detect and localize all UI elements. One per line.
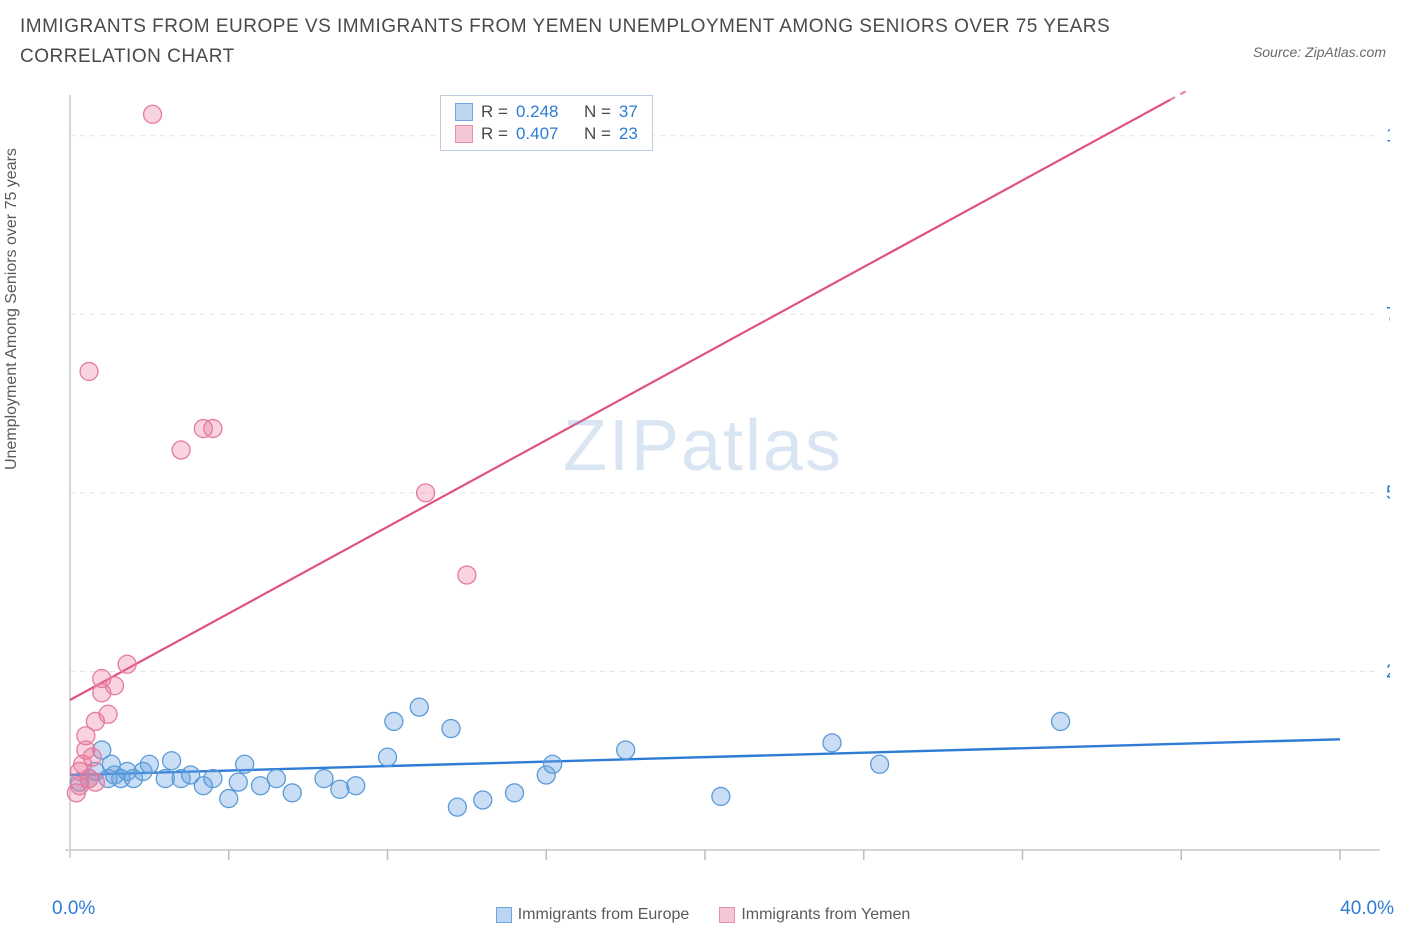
svg-text:25.0%: 25.0% — [1386, 661, 1390, 682]
r-value-europe: 0.248 — [516, 102, 559, 122]
n-value-europe: 37 — [619, 102, 638, 122]
bottom-legend: Immigrants from Europe Immigrants from Y… — [0, 906, 1406, 924]
svg-text:100.0%: 100.0% — [1386, 126, 1390, 147]
legend-item-yemen: Immigrants from Yemen — [719, 906, 910, 924]
legend-swatch-europe — [496, 907, 512, 923]
r-value-yemen: 0.407 — [516, 124, 559, 144]
x-max-label: 40.0% — [1340, 898, 1394, 920]
legend-swatch-yemen — [719, 907, 735, 923]
svg-text:75.0%: 75.0% — [1386, 304, 1390, 325]
chart-title: IMMIGRANTS FROM EUROPE VS IMMIGRANTS FRO… — [20, 12, 1120, 73]
chart-area: 25.0% 50.0% 75.0% 100.0% — [60, 90, 1390, 870]
svg-text:50.0%: 50.0% — [1386, 483, 1390, 504]
legend-label-europe: Immigrants from Europe — [518, 906, 690, 924]
legend-label-yemen: Immigrants from Yemen — [741, 906, 910, 924]
correlation-stats-box: R = 0.248 N = 37 R = 0.407 N = 23 — [440, 95, 653, 151]
n-value-yemen: 23 — [619, 124, 638, 144]
stats-row-europe: R = 0.248 N = 37 — [455, 101, 638, 123]
stats-swatch-europe — [455, 103, 473, 121]
stats-swatch-yemen — [455, 125, 473, 143]
y-axis-label: Unemployment Among Seniors over 75 years — [3, 148, 21, 470]
scatter-plot: 25.0% 50.0% 75.0% 100.0% — [60, 90, 1390, 870]
legend-item-europe: Immigrants from Europe — [496, 906, 690, 924]
source-attribution: Source: ZipAtlas.com — [1253, 44, 1386, 60]
x-min-label: 0.0% — [52, 898, 95, 920]
stats-row-yemen: R = 0.407 N = 23 — [455, 123, 638, 145]
